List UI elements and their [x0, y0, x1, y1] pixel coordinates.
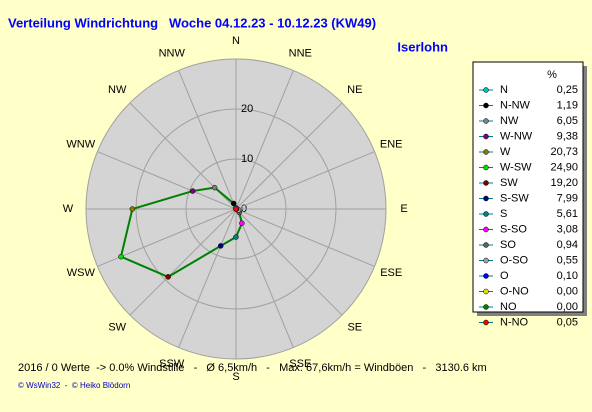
spoke	[235, 208, 343, 316]
legend-value: 5,61	[557, 208, 578, 220]
direction-label: SE	[347, 322, 362, 334]
data-point	[217, 243, 224, 249]
legend-marker	[483, 211, 489, 217]
legend-value: 0,55	[557, 254, 578, 266]
legend-name: W	[500, 146, 511, 158]
legend-name: N-NW	[500, 99, 531, 111]
legend-name: O	[500, 270, 509, 282]
direction-label: SSE	[289, 358, 311, 370]
legend-value: 7,99	[557, 192, 578, 204]
legend-name: O-NO	[500, 285, 529, 297]
legend-value: 0,00	[557, 285, 578, 297]
legend-name: NW	[500, 115, 519, 127]
legend-value: 1,19	[557, 99, 578, 111]
legend-value: 24,90	[550, 161, 578, 173]
data-point	[189, 188, 196, 194]
credit: © WsWin32 - © Heiko Blödorn	[18, 381, 130, 390]
direction-label: E	[400, 203, 407, 215]
legend-value: 0,94	[557, 239, 578, 251]
data-point	[230, 200, 237, 207]
spoke	[235, 70, 294, 210]
legend-name: N-NO	[500, 316, 529, 328]
direction-label: WNW	[66, 139, 95, 151]
direction-label: ENE	[380, 139, 403, 151]
legend-marker	[483, 304, 489, 310]
legend-marker	[483, 87, 489, 93]
data-point	[233, 234, 239, 240]
direction-label: ESE	[380, 267, 402, 279]
data-point	[118, 253, 124, 260]
legend-name: NO	[500, 301, 517, 313]
direction-label: NNW	[159, 48, 186, 60]
legend-name: W-SW	[500, 161, 532, 173]
legend-name: O-SO	[500, 254, 529, 266]
legend-name: S-SO	[500, 223, 527, 235]
legend-marker	[483, 288, 489, 295]
legend-marker	[483, 164, 489, 171]
data-point	[165, 274, 171, 280]
legend-marker	[483, 242, 489, 248]
legend-value: 0,25	[557, 84, 578, 96]
legend-value: 20,73	[550, 146, 578, 158]
legend-value: 0,10	[557, 270, 578, 282]
legend-value: 3,08	[557, 223, 578, 235]
direction-label: SSW	[159, 358, 185, 370]
legend-name: N	[500, 84, 508, 96]
direction-label: N	[232, 35, 240, 47]
legend-marker	[483, 102, 489, 109]
legend-name: S	[500, 208, 507, 220]
direction-label: WSW	[67, 267, 96, 279]
direction-label: S	[232, 371, 239, 383]
spoke	[235, 208, 294, 348]
chart-title: Verteilung Windrichtung Woche 04.12.23 -…	[8, 15, 376, 30]
footer: 2016 / 0 Werte -> 0.0% Windstille - Ø 6,…	[18, 362, 487, 374]
data-point	[239, 220, 245, 226]
legend-marker	[483, 133, 489, 140]
spoke	[178, 70, 237, 210]
legend-value: 6,05	[557, 115, 578, 127]
direction-label: SW	[108, 322, 126, 334]
data-point	[129, 206, 136, 212]
spoke	[129, 208, 237, 316]
legend-marker	[483, 226, 489, 233]
spoke	[235, 102, 343, 210]
spoke	[235, 208, 375, 267]
chart-subtitle: Iserlohn	[397, 39, 448, 54]
legend-marker	[483, 180, 489, 186]
direction-label: NW	[108, 84, 127, 96]
legend-marker	[483, 319, 489, 326]
legend-name: SW	[500, 177, 518, 189]
r-tick-label: 20	[241, 103, 253, 115]
spoke	[178, 208, 237, 348]
legend-marker	[483, 257, 489, 264]
legend-marker	[483, 118, 489, 124]
legend-name: S-SW	[500, 192, 529, 204]
legend-name: W-NW	[500, 130, 533, 142]
legend-marker	[483, 149, 489, 155]
legend-header: %	[547, 69, 557, 81]
legend-value: 0,00	[557, 301, 578, 313]
data-point	[211, 184, 218, 191]
spoke	[97, 151, 237, 210]
legend-box	[472, 61, 584, 313]
legend-name: SO	[500, 239, 516, 251]
r-tick-label: 10	[241, 153, 253, 165]
direction-label: NE	[347, 84, 362, 96]
legend-value: 9,38	[557, 130, 578, 142]
spoke	[235, 151, 375, 210]
direction-label: NNE	[289, 48, 312, 60]
data-point	[233, 206, 239, 212]
legend-marker	[483, 195, 489, 202]
direction-label: W	[63, 203, 74, 215]
legend-value: 0,05	[557, 316, 578, 328]
legend-value: 19,20	[550, 177, 578, 189]
legend-marker	[483, 273, 489, 279]
